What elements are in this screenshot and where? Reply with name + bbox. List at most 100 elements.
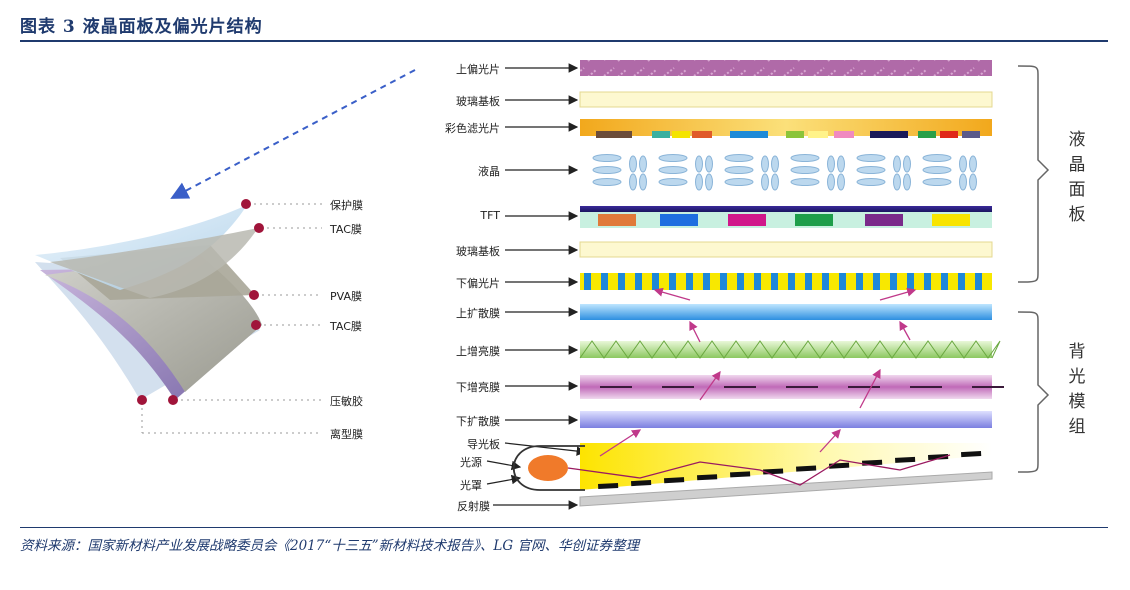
light-guide-dot [928, 453, 949, 460]
liquid-crystal-molecule [790, 154, 820, 162]
liquid-crystal-molecule [790, 166, 820, 174]
upper-brightness-film-layer [579, 340, 1001, 359]
left-leaders [137, 199, 322, 434]
liquid-crystal-molecule [922, 166, 952, 174]
label-tft: TFT [480, 209, 500, 222]
label-upper-polarizer: 上偏光片 [456, 63, 500, 76]
lower-polarizer-stripe [975, 273, 982, 290]
label-tac-film-lower: TAC膜 [330, 320, 362, 333]
liquid-crystal-molecule [922, 178, 952, 186]
tac-film-upper-shape [50, 228, 258, 298]
lower-polarizer-stripe [686, 273, 693, 290]
liquid-crystal-molecule [827, 173, 835, 191]
light-guide-dot [763, 468, 784, 475]
marker-dot [168, 395, 178, 405]
liquid-crystal-molecule [959, 173, 967, 191]
liquid-crystal-molecule [592, 178, 622, 186]
marker-dot [137, 395, 147, 405]
label-liquid-crystal: 液晶 [478, 165, 500, 178]
light-guide-dot [631, 480, 652, 487]
liquid-crystal-molecule [705, 173, 713, 191]
liquid-crystal-molecule [969, 173, 977, 191]
liquid-crystal-molecule [705, 155, 713, 173]
liquid-crystal-molecule [969, 155, 977, 173]
lower-brightness-film-layer [580, 375, 1004, 399]
liquid-crystal-molecule [771, 155, 779, 173]
lcd-panel-bracket [1017, 65, 1050, 283]
zoom-dashed-arrow [170, 69, 416, 199]
lower-polarizer-layer [580, 273, 992, 290]
lower-polarizer-stripe [839, 273, 846, 290]
lower-polarizer-stripe [601, 273, 608, 290]
lower-polarizer-stripe [618, 273, 625, 290]
liquid-crystal-molecule [761, 173, 769, 191]
lower-polarizer-stripe [890, 273, 897, 290]
label-light-source: 光源 [460, 456, 482, 469]
group-label-backlight: 背光模组 [1068, 342, 1086, 437]
label-lower-brightness: 下增亮膜 [456, 381, 500, 394]
group-label-lcd-panel: 液晶面板 [1068, 130, 1086, 225]
polarizer-film-stack [35, 205, 262, 400]
lower-polarizer-stripe [805, 273, 812, 290]
liquid-crystal-molecule [761, 155, 769, 173]
light-guide-dot [664, 477, 685, 484]
liquid-crystal-molecule [695, 155, 703, 173]
lower-polarizer-stripe [822, 273, 829, 290]
light-guide-dot [730, 471, 751, 478]
label-light-guide: 导光板 [467, 438, 500, 451]
header-rule [20, 40, 1108, 42]
liquid-crystal-molecule [856, 178, 886, 186]
liquid-crystal-molecule [658, 166, 688, 174]
header: 图表 3 液晶面板及偏光片结构 [20, 8, 1108, 42]
lower-polarizer-stripe [635, 273, 642, 290]
label-upper-diffuser: 上扩散膜 [456, 307, 500, 320]
lower-polarizer-stripe [788, 273, 795, 290]
liquid-crystal-molecule [658, 154, 688, 162]
light-guide-dot [961, 451, 982, 458]
label-protective-film: 保护膜 [330, 199, 363, 212]
liquid-crystal-molecule [903, 173, 911, 191]
marker-dot [241, 199, 251, 209]
label-release-film: 离型膜 [330, 428, 363, 441]
light-guide-dot [697, 474, 718, 481]
liquid-crystal-molecule [629, 173, 637, 191]
liquid-crystal-molecule [856, 166, 886, 174]
glass-substrate-bottom-layer [579, 241, 993, 258]
backlight-module-bracket [1017, 311, 1050, 473]
footer-rule [20, 527, 1108, 528]
liquid-crystal-molecule [724, 166, 754, 174]
liquid-crystal-molecule [629, 155, 637, 173]
label-lower-diffuser: 下扩散膜 [456, 415, 500, 428]
lower-polarizer-stripe [720, 273, 727, 290]
liquid-crystal-molecule [893, 155, 901, 173]
liquid-crystal-molecule [922, 154, 952, 162]
lamp-reflector [513, 445, 585, 491]
lower-polarizer-stripe [669, 273, 676, 290]
light-guide-dot [894, 456, 916, 463]
upper-diffuser-layer [580, 304, 992, 320]
figure-title: 图表 3 液晶面板及偏光片结构 [20, 17, 263, 37]
lower-polarizer-base [580, 273, 992, 290]
glass-substrate-top-layer [579, 91, 993, 108]
liquid-crystal-molecule [695, 173, 703, 191]
upper-brightness-prisms [579, 340, 1001, 359]
liquid-crystal-molecule [827, 155, 835, 173]
liquid-crystal-molecule [856, 154, 886, 162]
lower-polarizer-stripe [584, 273, 591, 290]
lower-polarizer-stripe [771, 273, 778, 290]
label-upper-brightness: 上增亮膜 [456, 345, 500, 358]
liquid-crystal-molecule [893, 173, 901, 191]
liquid-crystal-molecule [724, 178, 754, 186]
lower-polarizer-stripe [856, 273, 863, 290]
label-reflective-film: 反射膜 [457, 500, 490, 513]
liquid-crystal-molecule [592, 154, 622, 162]
lower-polarizer-stripe [737, 273, 744, 290]
marker-dot [251, 320, 261, 330]
liquid-crystal-molecule [903, 155, 911, 173]
label-pva-film: PVA膜 [330, 290, 362, 303]
light-guide-dot [795, 465, 817, 472]
color-filter-layer [580, 119, 992, 138]
reflective-film-layer [579, 471, 993, 507]
label-adhesive: 压敏胶 [330, 395, 363, 408]
